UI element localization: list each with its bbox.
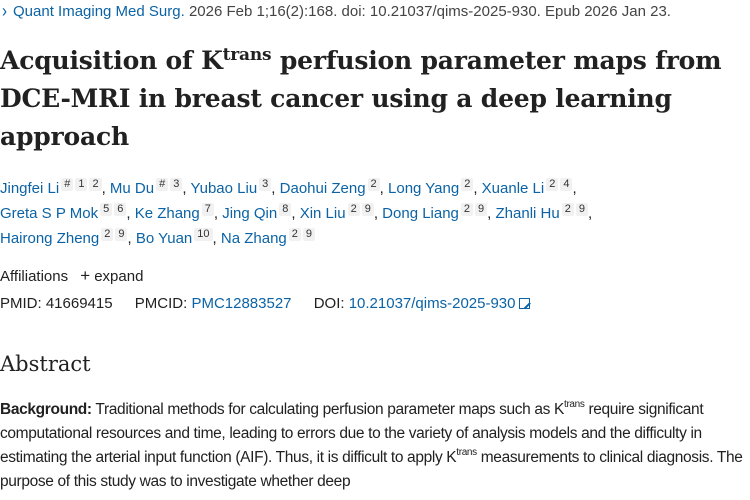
affiliation-marker[interactable]: 5 <box>100 203 113 216</box>
author-line: Greta S P Mok 5 6, Ke Zhang 7, Jing Qin 8, X… <box>0 201 592 226</box>
separator: , <box>587 205 593 222</box>
author-link[interactable]: Long Yang <box>388 180 460 197</box>
separator: , <box>101 180 110 197</box>
separator: , <box>213 205 223 222</box>
separator: , <box>182 180 191 197</box>
author-link[interactable]: Na Zhang <box>220 230 287 247</box>
affiliation-marker[interactable]: 9 <box>361 203 374 216</box>
title-superscript: trans <box>222 45 272 65</box>
pmcid-link[interactable]: PMC12883527 <box>191 295 292 312</box>
affiliation-marker[interactable]: 9 <box>475 203 488 216</box>
separator: , <box>271 180 280 197</box>
separator: , <box>487 205 496 222</box>
abstract-heading: Abstract <box>0 352 91 376</box>
affiliation-marker[interactable]: # <box>156 178 169 191</box>
author-link[interactable]: Jingfei Li <box>0 180 60 197</box>
author-link[interactable]: Zhanli Hu <box>495 205 560 222</box>
author-link[interactable]: Yubao Liu <box>190 180 258 197</box>
author-link[interactable]: Xin Liu <box>299 205 346 222</box>
author-link[interactable]: Bo Yuan <box>135 230 193 247</box>
author-link[interactable]: Jing Qin <box>222 205 278 222</box>
superscript: trans <box>456 447 477 458</box>
affiliation-marker[interactable]: 2 <box>546 178 559 191</box>
author-line: Jingfei Li #1 2, Mu Du #3, Yubao Liu 3, Daoh… <box>0 176 592 201</box>
affiliation-marker[interactable]: 2 <box>89 178 102 191</box>
author-link[interactable]: Hairong Zheng <box>0 230 100 247</box>
external-link-icon <box>518 298 530 309</box>
citation-line: › Quant Imaging Med Surg. 2026 Feb 1;16(2… <box>2 1 671 22</box>
author-link[interactable]: Xuanle Li <box>481 180 545 197</box>
author-link[interactable]: Ke Zhang <box>134 205 200 222</box>
affiliation-marker[interactable]: 8 <box>279 203 292 216</box>
identifiers-row: PMID: 41669415 PMCID: PMC12883527 DOI: 1… <box>0 295 530 312</box>
doi-value: 10.21037/qims-2025-930 <box>348 295 516 312</box>
separator: , <box>291 205 300 222</box>
background-label: Background: <box>0 401 92 418</box>
affiliation-marker[interactable]: 6 <box>114 203 127 216</box>
affiliation-marker[interactable]: 7 <box>201 203 214 216</box>
separator: , <box>127 230 136 247</box>
separator: , <box>379 180 389 197</box>
separator: , <box>473 180 482 197</box>
chevron-right-icon[interactable]: › <box>2 1 7 22</box>
affiliations-row: Affiliations + expand <box>0 266 143 286</box>
author-line: Hairong Zheng 2 9, Bo Yuan 10, Na Zhang 2 9 <box>0 226 592 251</box>
affiliation-marker[interactable]: 3 <box>170 178 183 191</box>
pmcid-label: PMCID: <box>134 295 188 312</box>
affiliation-marker[interactable]: 2 <box>461 178 474 191</box>
separator: , <box>126 205 135 222</box>
author-link[interactable]: Dong Liang <box>382 205 459 222</box>
doi-label: DOI: <box>313 295 345 312</box>
abstract-text: require significant computational resour… <box>0 401 704 466</box>
abstract-background: Background: Traditional methods for calc… <box>0 398 748 494</box>
affiliation-marker[interactable]: 10 <box>194 228 213 241</box>
title-text: Acquisition of K <box>0 46 223 75</box>
affiliation-marker[interactable]: 2 <box>101 228 114 241</box>
affiliation-marker[interactable]: 3 <box>259 178 272 191</box>
separator: , <box>373 205 383 222</box>
abstract-text: Traditional methods for calculating perf… <box>91 401 565 418</box>
author-list: Jingfei Li #1 2, Mu Du #3, Yubao Liu 3, Daoh… <box>0 176 592 251</box>
affiliations-label: Affiliations <box>0 268 69 285</box>
page-title: Acquisition of Ktrans perfusion paramete… <box>0 42 745 156</box>
superscript: trans <box>564 399 585 410</box>
affiliation-marker[interactable]: 1 <box>75 178 88 191</box>
expand-affiliations-button[interactable]: + expand <box>72 266 144 285</box>
affiliation-marker[interactable]: 9 <box>115 228 128 241</box>
doi-link[interactable]: 10.21037/qims-2025-930 <box>349 295 530 312</box>
journal-link[interactable]: Quant Imaging Med Surg. <box>13 3 185 20</box>
affiliation-marker[interactable]: 9 <box>575 203 588 216</box>
author-link[interactable]: Daohui Zeng <box>279 180 366 197</box>
affiliation-marker[interactable]: 9 <box>302 228 315 241</box>
affiliation-marker[interactable]: # <box>61 178 74 191</box>
author-link[interactable]: Greta S P Mok <box>0 205 99 222</box>
affiliation-marker[interactable]: 2 <box>561 203 574 216</box>
affiliation-marker[interactable]: 4 <box>560 178 573 191</box>
affiliation-marker[interactable]: 2 <box>288 228 301 241</box>
affiliation-marker[interactable]: 2 <box>347 203 360 216</box>
affiliation-marker[interactable]: 2 <box>460 203 474 216</box>
affiliation-marker[interactable]: 2 <box>367 178 380 191</box>
separator: , <box>212 230 221 247</box>
abstract-text: measurements to clinical diagnosis. The … <box>0 449 743 490</box>
citation-details: 2026 Feb 1;16(2):168. doi: 10.21037/qims… <box>188 3 671 20</box>
pmid-value: 41669415 <box>45 295 113 312</box>
author-link[interactable]: Mu Du <box>109 180 155 197</box>
separator: , <box>572 180 577 197</box>
plus-icon: + <box>80 266 91 285</box>
pmid-label: PMID: <box>0 295 42 312</box>
title-text-rest: perfusion parameter maps from DCE-MRI in… <box>0 46 722 151</box>
expand-label: expand <box>94 268 144 285</box>
